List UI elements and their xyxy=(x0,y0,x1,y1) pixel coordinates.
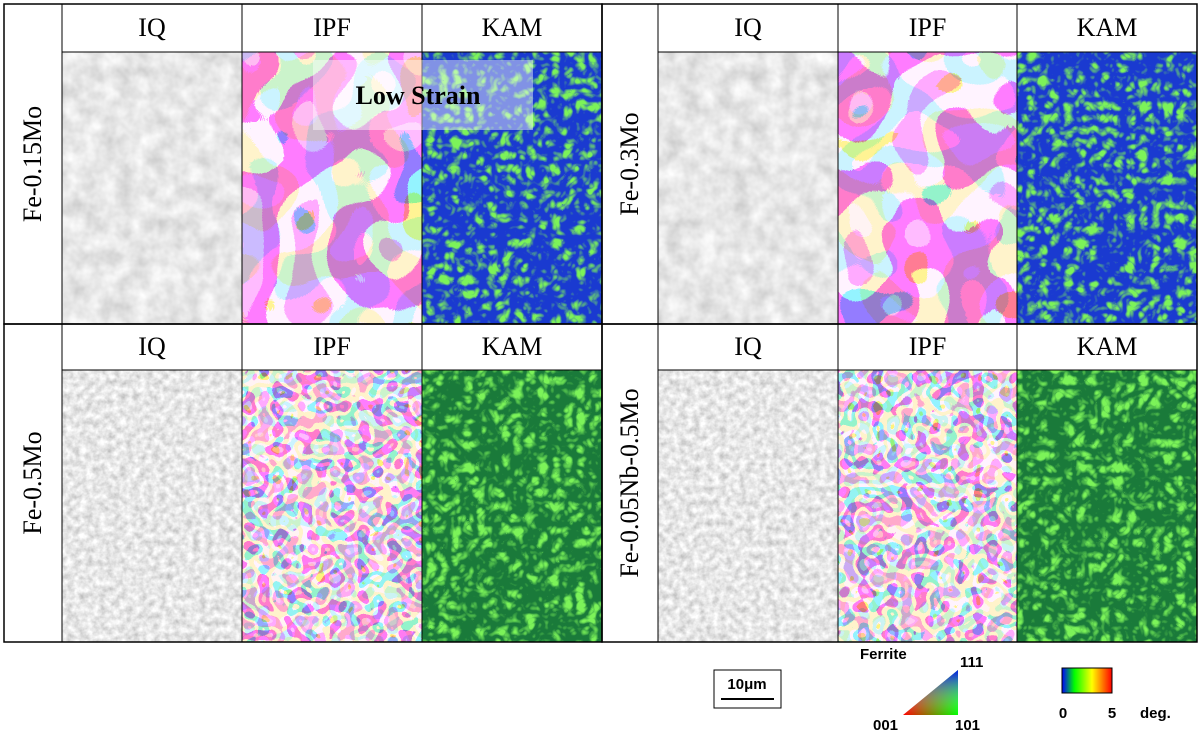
ipf-map xyxy=(838,370,1017,642)
ipf-triangle-overlay xyxy=(903,670,958,715)
column-header: IPF xyxy=(313,332,351,361)
panel: IQ IPF KAM Fe-0.5Mo xyxy=(4,324,602,642)
column-header: IPF xyxy=(909,332,947,361)
row-label: Fe-0.15Mo xyxy=(18,106,47,222)
kam-map xyxy=(1017,52,1197,324)
column-header: KAM xyxy=(482,332,543,361)
scale-bar-label: 10μm xyxy=(727,676,766,693)
figure: IQ IPF KAM Fe-0.15Mo Low Strain IQ IPF KAM Fe-0.… xyxy=(0,0,1199,734)
kam-colorbar xyxy=(1062,668,1112,693)
iq-map xyxy=(62,52,242,324)
column-header: IQ xyxy=(138,332,166,361)
ipf-map xyxy=(838,52,1017,324)
ipf-corner: 101 xyxy=(955,717,980,734)
ipf-map xyxy=(242,370,422,642)
column-header: KAM xyxy=(1077,332,1138,361)
row-label: Fe-0.05Nb-0.5Mo xyxy=(615,388,644,577)
column-header: KAM xyxy=(482,13,543,42)
panel: IQ IPF KAM Fe-0.05Nb-0.5Mo xyxy=(602,324,1197,642)
panel: IQ IPF KAM Fe-0.15Mo Low Strain xyxy=(4,4,602,324)
annotation: Low Strain xyxy=(356,81,482,110)
kam-tick: 5 xyxy=(1108,705,1116,722)
column-header: IQ xyxy=(734,13,762,42)
iq-map xyxy=(658,52,838,324)
column-header: IQ xyxy=(734,332,762,361)
kam-map xyxy=(422,370,602,642)
kam-tick: 0 xyxy=(1059,705,1067,722)
row-label: Fe-0.3Mo xyxy=(615,112,644,215)
ipf-corner: 001 xyxy=(873,717,898,734)
column-header: IQ xyxy=(138,13,166,42)
kam-map xyxy=(1017,370,1197,642)
panel: IQ IPF KAM Fe-0.3Mo xyxy=(602,4,1197,324)
iq-map xyxy=(62,370,242,642)
ipf-corner: 111 xyxy=(960,654,983,671)
iq-map xyxy=(658,370,838,642)
kam-unit: deg. xyxy=(1140,705,1171,722)
ipf-title: Ferrite xyxy=(860,646,907,663)
column-header: IPF xyxy=(909,13,947,42)
row-label: Fe-0.5Mo xyxy=(18,431,47,534)
column-header: IPF xyxy=(313,13,351,42)
column-header: KAM xyxy=(1077,13,1138,42)
